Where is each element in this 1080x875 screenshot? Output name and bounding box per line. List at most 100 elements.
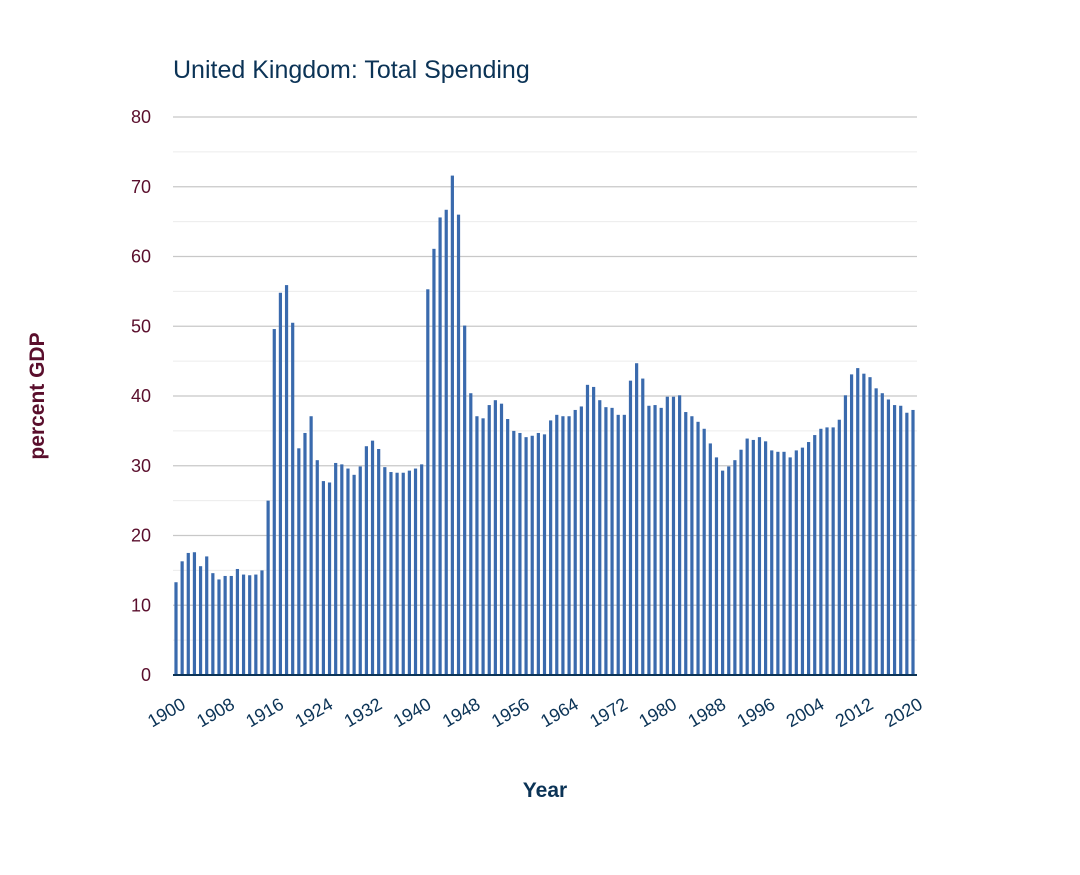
bar-1907 bbox=[217, 579, 221, 675]
bar-1917 bbox=[278, 292, 283, 675]
x-tick-label: 1908 bbox=[193, 694, 238, 731]
bar-2002 bbox=[800, 447, 805, 675]
bar-1923 bbox=[315, 460, 319, 675]
bar-1924 bbox=[321, 481, 325, 675]
bar-1960 bbox=[542, 434, 547, 675]
bar-1912 bbox=[248, 575, 252, 675]
y-axis-ticks: 0 10 20 30 40 50 60 70 80 bbox=[131, 107, 151, 685]
x-tick-label: 1956 bbox=[488, 694, 533, 731]
x-tick-label: 1900 bbox=[144, 694, 189, 731]
bar-1919 bbox=[291, 322, 295, 675]
bar-1947 bbox=[463, 325, 467, 675]
bar-1990 bbox=[727, 466, 731, 675]
bar-1992 bbox=[739, 449, 743, 675]
bar-1968 bbox=[592, 386, 596, 675]
x-tick-label: 1996 bbox=[734, 694, 779, 731]
bar-1989 bbox=[721, 470, 725, 675]
bar-2006 bbox=[825, 427, 829, 675]
bar-1974 bbox=[628, 380, 633, 675]
bar-1959 bbox=[536, 432, 540, 675]
chart-title: United Kingdom: Total Spending bbox=[173, 56, 530, 84]
bar-2014 bbox=[874, 388, 878, 675]
y-tick-label: 40 bbox=[131, 386, 151, 406]
bar-1995 bbox=[757, 437, 762, 675]
bar-1976 bbox=[641, 378, 645, 675]
bar-1957 bbox=[524, 437, 528, 675]
bar-1906 bbox=[211, 573, 215, 675]
bar-1954 bbox=[506, 419, 510, 675]
bar-1905 bbox=[205, 556, 209, 675]
bar-1988 bbox=[714, 457, 719, 675]
bar-1926 bbox=[334, 462, 338, 675]
bar-1965 bbox=[573, 409, 577, 675]
bar-2009 bbox=[843, 395, 848, 675]
bar-1948 bbox=[469, 393, 473, 675]
x-tick-label: 1916 bbox=[242, 694, 287, 731]
bar-1901 bbox=[180, 561, 184, 675]
bar-1983 bbox=[684, 412, 688, 675]
x-axis-label: Year bbox=[523, 779, 567, 802]
bar-1970 bbox=[604, 407, 608, 675]
y-tick-label: 30 bbox=[131, 456, 151, 476]
bar-1920 bbox=[297, 448, 301, 675]
x-tick-label: 1972 bbox=[586, 694, 631, 731]
bar-1993 bbox=[745, 438, 749, 675]
x-tick-label: 1964 bbox=[537, 694, 582, 731]
bar-1900 bbox=[174, 582, 178, 675]
bar-1943 bbox=[438, 217, 442, 675]
bar-1962 bbox=[555, 414, 559, 675]
bar-1904 bbox=[198, 566, 203, 675]
x-axis-ticks: 1900 1908 1916 1924 1932 1940 1948 1956 1964 1972… bbox=[144, 694, 926, 731]
bar-1967 bbox=[585, 384, 590, 675]
bar-1973 bbox=[622, 414, 626, 675]
bar-2011 bbox=[856, 368, 860, 675]
bar-1964 bbox=[567, 416, 571, 675]
bar-1941 bbox=[426, 289, 430, 675]
bar-1956 bbox=[518, 432, 522, 675]
x-tick-label: 1932 bbox=[341, 694, 386, 731]
bar-1994 bbox=[751, 439, 755, 675]
bar-1977 bbox=[647, 405, 651, 675]
bar-1929 bbox=[352, 474, 356, 675]
bar-1975 bbox=[635, 363, 639, 675]
y-tick-label: 70 bbox=[131, 177, 151, 197]
x-tick-label: 1988 bbox=[685, 694, 730, 731]
bar-1933 bbox=[377, 449, 381, 675]
bar-1961 bbox=[549, 420, 553, 675]
bar-1938 bbox=[407, 470, 411, 675]
bar-1908 bbox=[223, 575, 227, 675]
x-tick-label: 2004 bbox=[783, 694, 828, 731]
bar-1950 bbox=[481, 418, 485, 675]
y-tick-label: 10 bbox=[131, 595, 151, 615]
y-axis-label: percent GDP bbox=[26, 332, 49, 459]
bar-1932 bbox=[370, 440, 375, 675]
bar-1949 bbox=[475, 416, 479, 675]
bar-1955 bbox=[512, 430, 516, 676]
bar-1922 bbox=[309, 416, 313, 675]
y-tick-label: 60 bbox=[131, 247, 151, 267]
bar-2010 bbox=[849, 374, 854, 675]
bar-1910 bbox=[235, 568, 240, 675]
bar-1928 bbox=[346, 468, 350, 675]
bar-1914 bbox=[260, 570, 264, 676]
bar-2005 bbox=[819, 428, 823, 675]
bar-1935 bbox=[389, 472, 393, 675]
bar-1911 bbox=[241, 574, 246, 675]
bar-1927 bbox=[340, 464, 344, 675]
bar-1903 bbox=[192, 552, 197, 675]
x-tick-label: 2020 bbox=[881, 694, 926, 731]
y-tick-label: 0 bbox=[141, 665, 151, 685]
bar-1915 bbox=[266, 500, 270, 676]
bar-1916 bbox=[272, 329, 276, 675]
bar-2012 bbox=[862, 373, 866, 675]
bar-1982 bbox=[678, 395, 682, 675]
bar-2015 bbox=[880, 393, 884, 675]
bar-1940 bbox=[420, 464, 424, 675]
y-tick-label: 80 bbox=[131, 107, 151, 127]
bar-1981 bbox=[671, 396, 676, 675]
bar-2017 bbox=[892, 405, 897, 675]
bar-1934 bbox=[383, 467, 387, 675]
bar-1921 bbox=[303, 432, 307, 675]
bar-1999 bbox=[782, 451, 786, 675]
